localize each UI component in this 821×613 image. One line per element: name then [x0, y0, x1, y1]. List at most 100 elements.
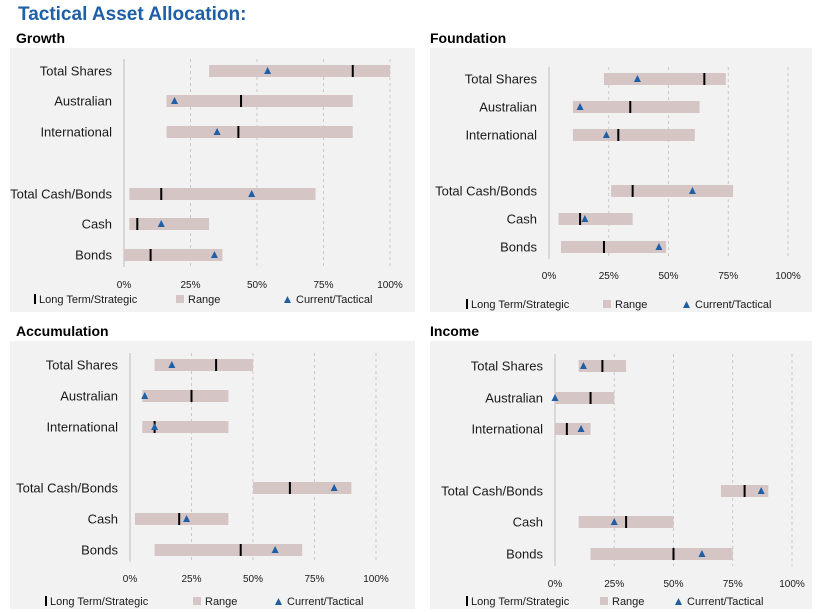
- accumulation-legend-range-swatch: [193, 597, 201, 605]
- growth-legend-strategic-swatch: [34, 294, 36, 304]
- accumulation-range-bar: [142, 421, 229, 433]
- foundation-strategic-marker: [602, 241, 605, 253]
- income-strategic-marker: [625, 516, 628, 528]
- growth-strategic-marker: [240, 95, 243, 107]
- growth-strategic-marker: [351, 65, 354, 77]
- growth-range-bar: [209, 65, 390, 77]
- accumulation-category-label: Bonds: [81, 543, 118, 558]
- accumulation-strategic-marker: [215, 359, 218, 371]
- growth-range-bar: [129, 188, 316, 200]
- growth-chart: 0% 25% 50% 75% 100% Total Shares Australian Int…: [10, 48, 415, 312]
- income-x-tick-label: 50%: [663, 579, 683, 590]
- growth-range-bar: [129, 218, 210, 230]
- growth-category-label: Cash: [82, 217, 112, 232]
- accumulation-strategic-marker: [239, 544, 242, 556]
- accumulation-tactical-marker: [330, 484, 338, 491]
- foundation-strategic-marker: [617, 129, 620, 141]
- accumulation-range-bar: [154, 544, 303, 556]
- income-legend-range-label: Range: [612, 596, 644, 608]
- foundation-strategic-marker: [631, 185, 634, 197]
- foundation-x-tick-label: 25%: [599, 271, 619, 282]
- foundation-tactical-marker: [581, 215, 589, 222]
- accumulation-range-bar: [253, 482, 352, 494]
- income-chart-title: Income: [430, 323, 480, 339]
- accumulation-strategic-marker: [178, 513, 181, 525]
- income-tactical-marker: [577, 425, 585, 432]
- accumulation-strategic-marker: [190, 390, 193, 402]
- income-tactical-marker: [698, 550, 706, 557]
- income-category-label: Total Cash/Bonds: [441, 484, 543, 499]
- accumulation-strategic-marker: [288, 482, 291, 494]
- foundation-category-label: Total Shares: [465, 72, 538, 87]
- foundation-x-tick-label: 50%: [658, 271, 678, 282]
- income-x-tick-label: 75%: [723, 579, 743, 590]
- foundation-range-bar: [560, 241, 667, 253]
- accumulation-range-bar: [142, 390, 229, 402]
- growth-legend-strategic-label: Long Term/Strategic: [39, 294, 138, 306]
- growth-strategic-marker: [149, 249, 152, 261]
- foundation-category-label: Australian: [479, 100, 537, 115]
- growth-legend-tactical-label: Current/Tactical: [296, 294, 372, 306]
- accumulation-x-tick-label: 25%: [181, 574, 201, 585]
- foundation-legend-range-swatch: [603, 300, 611, 308]
- income-strategic-marker: [672, 548, 675, 560]
- income-range-bar: [555, 423, 591, 435]
- foundation-chart: 0% 25% 50% 75% 100% Total Shares Australian Int…: [430, 48, 812, 312]
- accumulation-tactical-marker: [168, 361, 176, 368]
- income-category-label: Bonds: [506, 547, 543, 562]
- accumulation-tactical-marker: [141, 392, 149, 399]
- foundation-strategic-marker: [703, 73, 706, 85]
- accumulation-legend-strategic-swatch: [45, 596, 47, 606]
- foundation-strategic-marker: [579, 213, 582, 225]
- income-x-tick-label: 25%: [604, 579, 624, 590]
- income-x-tick-label: 0%: [548, 579, 563, 590]
- income-x-tick-label: 100%: [779, 579, 805, 590]
- accumulation-category-label: International: [46, 420, 118, 435]
- growth-tactical-marker: [171, 97, 179, 104]
- foundation-legend-tactical-swatch: [683, 301, 690, 308]
- growth-category-label: Total Cash/Bonds: [10, 187, 112, 202]
- accumulation-category-label: Total Cash/Bonds: [16, 481, 118, 496]
- income-legend-strategic-swatch: [466, 596, 468, 606]
- accumulation-legend-range-label: Range: [205, 596, 237, 608]
- accumulation-x-tick-label: 0%: [123, 574, 138, 585]
- foundation-tactical-marker: [655, 243, 663, 250]
- accumulation-legend-tactical-label: Current/Tactical: [287, 596, 363, 608]
- growth-category-label: Australian: [54, 94, 112, 109]
- growth-strategic-marker: [160, 188, 163, 200]
- page-title: Tactical Asset Allocation:: [18, 4, 247, 25]
- growth-chart-svg: 0% 25% 50% 75% 100% Total Shares Australian Int…: [10, 59, 403, 306]
- growth-legend-range-label: Range: [188, 294, 220, 306]
- foundation-range-bar: [611, 185, 734, 197]
- growth-strategic-marker: [237, 126, 240, 138]
- income-legend-range-swatch: [600, 597, 608, 605]
- foundation-tactical-marker: [688, 187, 696, 194]
- accumulation-range-bar: [134, 513, 229, 525]
- growth-legend-range-swatch: [176, 295, 184, 303]
- accumulation-x-tick-label: 100%: [363, 574, 389, 585]
- foundation-chart-title: Foundation: [430, 30, 507, 46]
- income-strategic-marker: [589, 392, 592, 404]
- foundation-legend-strategic-label: Long Term/Strategic: [471, 299, 570, 311]
- accumulation-chart: 0% 25% 50% 75% 100% Total Shares Australian Int…: [10, 341, 415, 609]
- income-tactical-marker: [579, 362, 587, 369]
- accumulation-tactical-marker: [183, 515, 191, 522]
- foundation-legend-tactical-label: Current/Tactical: [695, 299, 771, 311]
- income-category-label: International: [471, 422, 543, 437]
- growth-tactical-marker: [248, 190, 256, 197]
- income-tactical-marker: [610, 518, 618, 525]
- foundation-category-label: International: [465, 128, 537, 143]
- foundation-category-label: Cash: [507, 212, 537, 227]
- growth-range-bar: [166, 126, 353, 138]
- growth-strategic-marker: [136, 218, 139, 230]
- foundation-tactical-marker: [633, 75, 641, 82]
- growth-tactical-marker: [264, 67, 272, 74]
- income-category-label: Australian: [485, 391, 543, 406]
- income-category-label: Cash: [513, 515, 543, 530]
- accumulation-category-label: Cash: [88, 512, 118, 527]
- accumulation-legend-strategic-label: Long Term/Strategic: [50, 596, 149, 608]
- foundation-category-label: Bonds: [500, 240, 537, 255]
- income-category-label: Total Shares: [471, 359, 544, 374]
- foundation-range-bar: [572, 101, 700, 113]
- income-range-bar: [590, 548, 733, 560]
